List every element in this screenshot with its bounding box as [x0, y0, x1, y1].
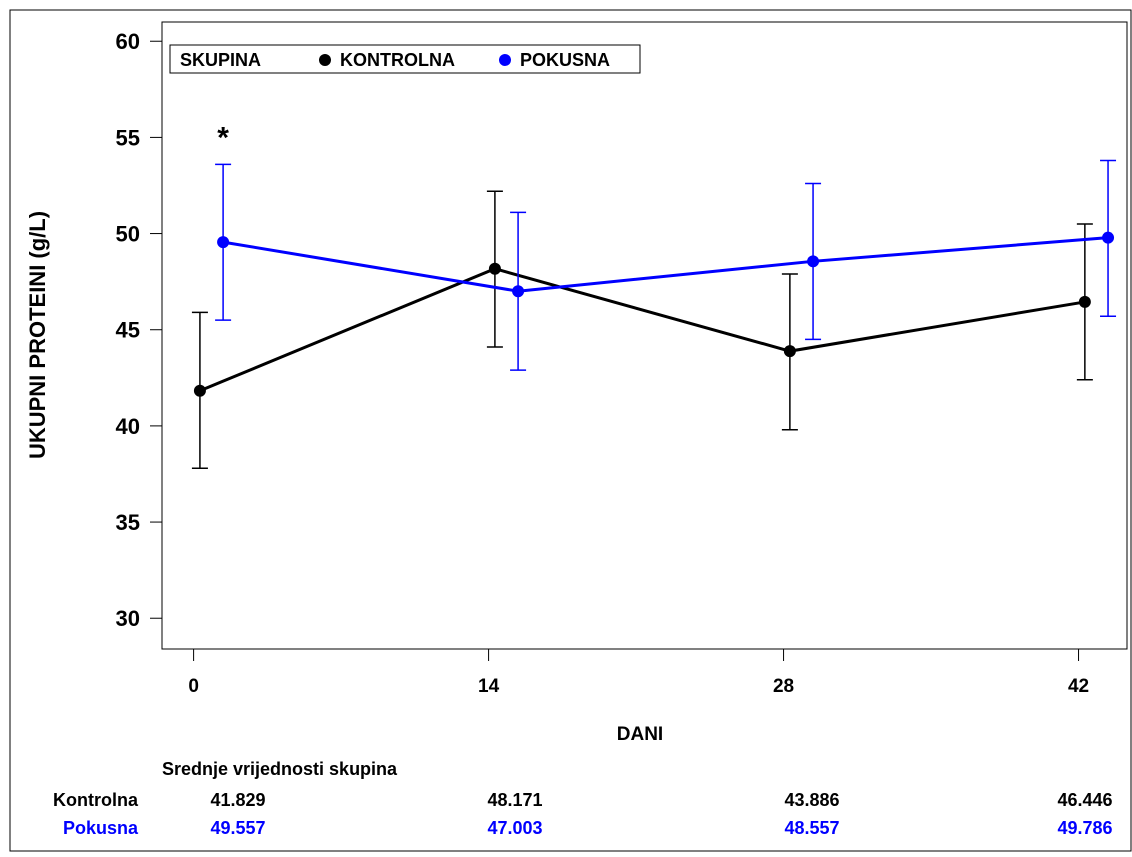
plot-area	[161, 21, 1128, 650]
x-tick-label: 14	[478, 676, 500, 697]
data-point-pokusna	[807, 255, 820, 268]
y-tick-label: 45	[116, 318, 140, 343]
table-cell-kontrolna: 41.829	[210, 790, 265, 810]
legend-box	[169, 44, 641, 74]
table-cell-kontrolna: 43.886	[784, 790, 839, 810]
series-line-kontrolna	[199, 267, 1086, 393]
legend-marker-kontrolna	[319, 54, 331, 66]
data-point-pokusna	[1102, 231, 1115, 244]
y-tick-label: 30	[116, 606, 140, 631]
annotation-layer: *	[217, 122, 229, 155]
table-cell-pokusna: 49.786	[1057, 818, 1112, 838]
legend: SKUPINA KONTROLNA POKUSNA	[169, 44, 641, 74]
data-point-kontrolna	[1078, 295, 1091, 308]
y-axis-label: UKUPNI PROTEINI (g/L)	[25, 211, 50, 459]
table-cell-kontrolna: 46.446	[1057, 790, 1112, 810]
legend-marker-pokusna	[499, 54, 511, 66]
data-point-kontrolna	[193, 384, 206, 397]
y-axis: 30 35 40 45 50 55 60	[116, 29, 162, 631]
y-tick-label: 60	[116, 29, 140, 54]
x-axis-label: DANI	[617, 724, 663, 745]
legend-label-kontrolna: KONTROLNA	[340, 50, 455, 70]
table-values: 41.829 48.171 43.886 46.446 49.557 47.003 48.5…	[210, 790, 1112, 838]
means-table: Srednje vrijednosti skupina Kontrolna Po…	[53, 759, 1113, 838]
legend-label-pokusna: POKUSNA	[520, 50, 610, 70]
y-tick-label: 35	[116, 510, 140, 535]
x-tick-label: 0	[188, 676, 199, 697]
series-pokusna	[215, 159, 1117, 371]
x-axis: 0 14 28 42	[188, 649, 1089, 697]
y-tick-label: 50	[116, 222, 140, 247]
data-point-pokusna	[512, 285, 525, 298]
legend-title: SKUPINA	[180, 50, 261, 70]
data-point-kontrolna	[488, 262, 501, 275]
x-tick-label: 28	[773, 676, 794, 697]
table-cell-pokusna: 49.557	[210, 818, 265, 838]
table-cell-kontrolna: 48.171	[487, 790, 542, 810]
table-cell-pokusna: 47.003	[487, 818, 542, 838]
table-row-label-pokusna: Pokusna	[63, 818, 139, 838]
significance-marker: *	[217, 122, 229, 155]
series-line-pokusna	[222, 236, 1109, 293]
data-point-kontrolna	[783, 345, 796, 358]
table-cell-pokusna: 48.557	[784, 818, 839, 838]
table-row-label-kontrolna: Kontrolna	[53, 790, 139, 810]
x-tick-label: 42	[1068, 676, 1089, 697]
data-point-pokusna	[217, 236, 230, 249]
y-tick-label: 40	[116, 414, 140, 439]
series-layer	[191, 159, 1117, 469]
table-title: Srednje vrijednosti skupina	[162, 759, 398, 779]
series-kontrolna	[191, 190, 1093, 469]
y-tick-label: 55	[116, 125, 140, 150]
outer-border	[9, 9, 1132, 852]
